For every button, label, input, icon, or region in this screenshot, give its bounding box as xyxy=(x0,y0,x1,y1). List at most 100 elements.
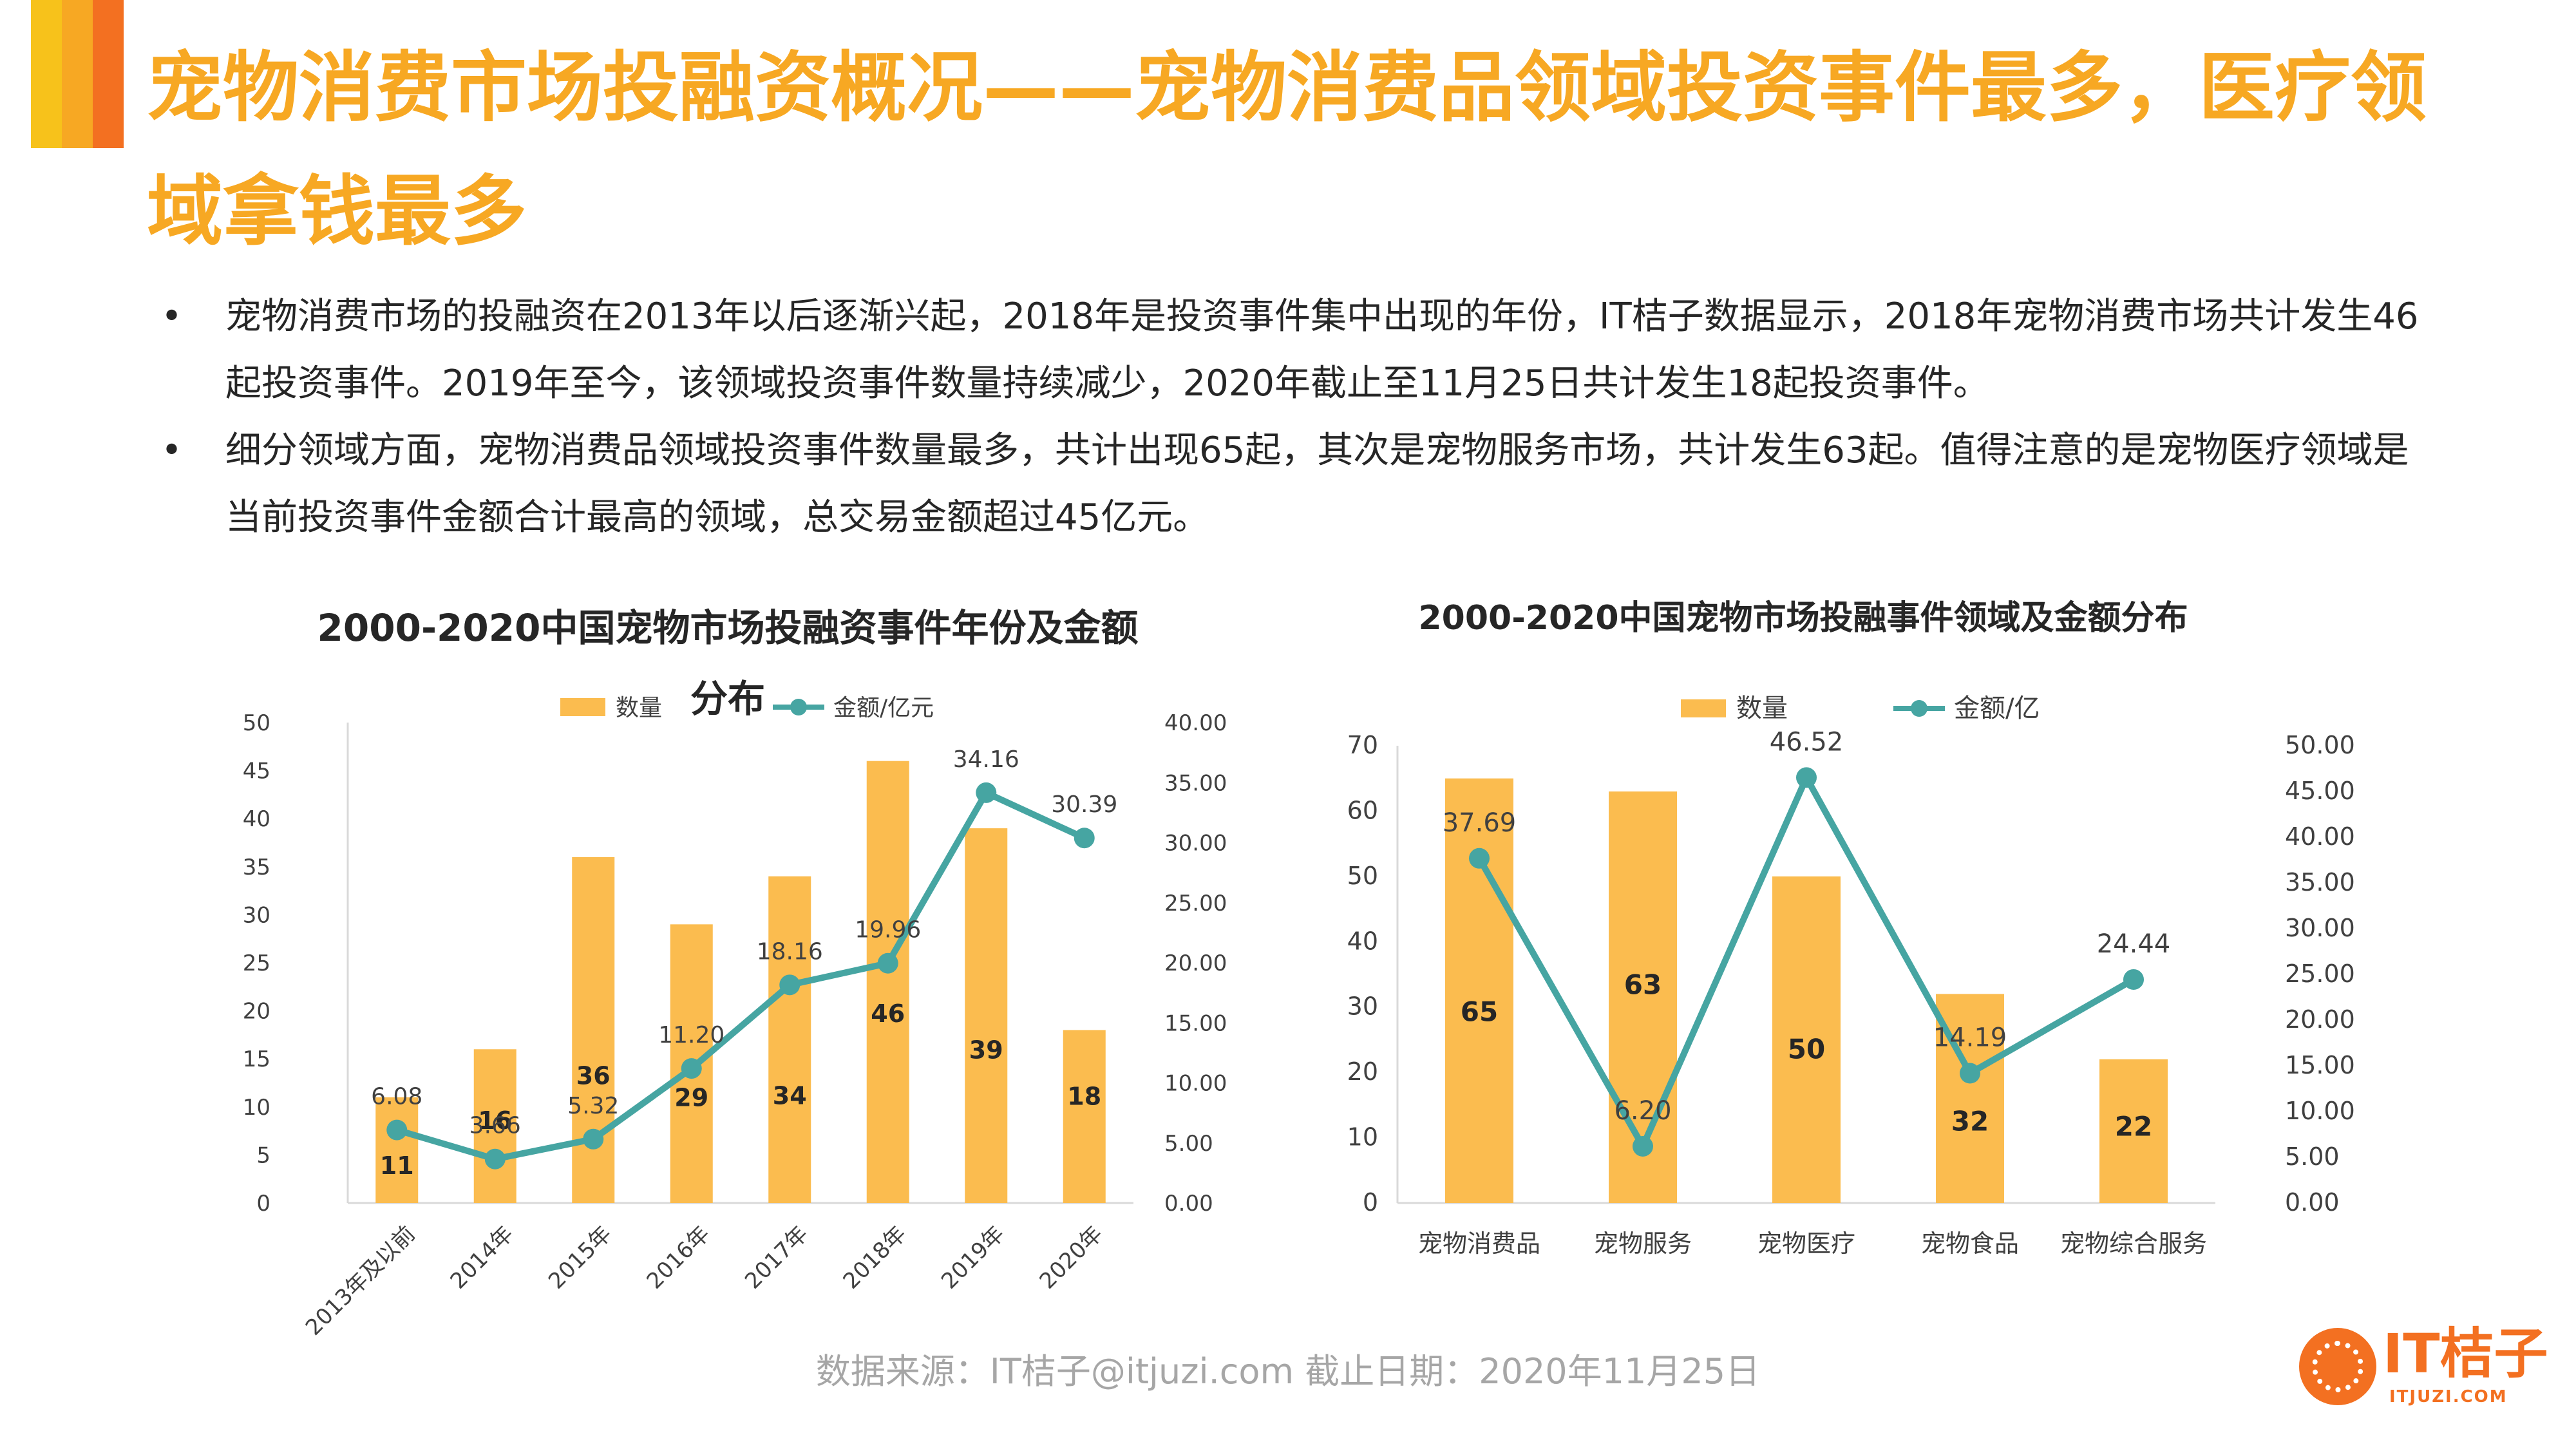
chart-title-year: 2000-2020中国宠物市场投融资事件年份及金额分布 xyxy=(317,606,1139,721)
y-left-tick-label: 15 xyxy=(243,1046,270,1072)
line-value-label: 3.66 xyxy=(469,1113,521,1139)
y-left-tick-label: 45 xyxy=(243,759,270,784)
y-left-tick-label: 20 xyxy=(1347,1057,1378,1086)
legend-label: 金额/亿 xyxy=(1954,694,2040,723)
x-tick-label: 2016年 xyxy=(642,1221,715,1294)
line-value-label: 19.96 xyxy=(855,917,921,943)
bar-value-label: 18 xyxy=(1067,1082,1101,1110)
bar-value-label: 50 xyxy=(1788,1034,1825,1065)
line-point xyxy=(583,1128,604,1150)
legend-label: 数量 xyxy=(616,695,662,721)
bar xyxy=(1772,876,1841,1203)
y-right-tick-label: 5.00 xyxy=(1164,1131,1213,1157)
bar xyxy=(473,1049,516,1203)
data-source-footer: 数据来源：IT桔子@itjuzi.com 截止日期：2020年11月25日 xyxy=(815,1351,1761,1392)
bar xyxy=(866,761,909,1203)
bar xyxy=(768,876,811,1203)
y-left-tick-label: 5 xyxy=(256,1142,270,1168)
y-right-tick-label: 30.00 xyxy=(2285,914,2355,942)
y-left-tick-label: 0 xyxy=(1363,1188,1378,1217)
x-tick-label: 2015年 xyxy=(544,1221,617,1294)
itjuzi-logo: IT桔子 ITJUZI.COM xyxy=(2293,1320,2550,1417)
bar xyxy=(1609,791,1677,1203)
bullet-item: 宠物消费市场的投融资在2013年以后逐渐兴起，2018年是投资事件集中出现的年份… xyxy=(148,283,2441,417)
bar xyxy=(965,828,1008,1203)
line-point xyxy=(779,974,800,996)
y-left-tick-label: 10 xyxy=(1347,1123,1378,1151)
x-tick-label: 宠物消费品 xyxy=(1418,1229,1540,1258)
y-right-tick-label: 0.00 xyxy=(2285,1188,2340,1217)
logo-url: ITJUZI.COM xyxy=(2389,1387,2508,1406)
y-left-tick-label: 35 xyxy=(243,855,270,880)
accent-bar-1 xyxy=(31,0,62,148)
x-tick-label: 宠物综合服务 xyxy=(2060,1229,2207,1258)
y-left-tick-label: 30 xyxy=(1347,992,1378,1021)
bullet-item: 细分领域方面，宠物消费品领域投资事件数量最多，共计出现65起，其次是宠物服务市场… xyxy=(148,417,2441,551)
bar-value-label: 11 xyxy=(380,1151,414,1180)
line-point xyxy=(1074,828,1095,849)
legend-label: 金额/亿元 xyxy=(833,695,934,721)
bar xyxy=(2099,1059,2168,1203)
x-tick-label: 2014年 xyxy=(446,1221,519,1294)
line-value-label: 11.20 xyxy=(658,1022,724,1048)
y-right-tick-label: 35.00 xyxy=(2285,868,2355,896)
bar xyxy=(1445,778,1513,1203)
x-tick-label: 宠物医疗 xyxy=(1757,1229,1855,1258)
accent-bar-2 xyxy=(62,0,93,148)
bar-value-label: 22 xyxy=(2115,1111,2152,1142)
y-right-tick-label: 40.00 xyxy=(1164,710,1227,736)
y-right-tick-label: 20.00 xyxy=(1164,951,1227,976)
line-point xyxy=(1796,767,1817,788)
y-right-tick-label: 15.00 xyxy=(1164,1010,1227,1036)
bar-value-label: 36 xyxy=(576,1061,611,1090)
legend-swatch-bar xyxy=(560,698,605,716)
y-right-tick-label: 0.00 xyxy=(1164,1191,1213,1217)
page-title: 宠物消费市场投融资概况——宠物消费品领域投资事件最多，医疗领域拿钱最多 xyxy=(147,43,2427,256)
y-left-tick-label: 60 xyxy=(1347,796,1378,824)
bar xyxy=(375,1097,419,1203)
line-value-label: 34.16 xyxy=(953,746,1019,773)
bar-value-label: 29 xyxy=(674,1084,708,1112)
bar-value-label: 65 xyxy=(1461,996,1498,1027)
x-tick-label: 2019年 xyxy=(936,1221,1010,1294)
line-point xyxy=(2123,969,2144,990)
line-point xyxy=(1633,1135,1653,1157)
bar-value-label: 16 xyxy=(478,1106,512,1135)
line-point xyxy=(877,952,898,974)
x-tick-label: 宠物服务 xyxy=(1594,1229,1692,1258)
y-right-tick-label: 25.00 xyxy=(2285,960,2355,988)
line-point xyxy=(386,1119,408,1141)
y-right-tick-label: 15.00 xyxy=(2285,1051,2355,1079)
line-point xyxy=(484,1148,506,1170)
bar-value-label: 63 xyxy=(1624,969,1662,1000)
line-value-label: 18.16 xyxy=(757,938,823,965)
y-left-tick-label: 70 xyxy=(1347,731,1378,759)
y-right-tick-label: 10.00 xyxy=(1164,1071,1227,1097)
accent-bar-3 xyxy=(93,0,124,148)
y-left-tick-label: 40 xyxy=(1347,927,1378,955)
line-value-label: 30.39 xyxy=(1051,791,1117,818)
bar xyxy=(1063,1030,1106,1203)
line-point xyxy=(681,1058,702,1079)
bar-value-label: 46 xyxy=(871,999,905,1028)
line-value-label: 46.52 xyxy=(1770,727,1844,757)
chart-title-domain: 2000-2020中国宠物市场投融事件领域及金额分布 xyxy=(1418,599,2188,638)
x-tick-label: 2013年及以前 xyxy=(301,1221,421,1341)
y-left-tick-label: 0 xyxy=(256,1191,270,1217)
y-left-tick-label: 30 xyxy=(243,902,270,928)
line-series xyxy=(395,789,1086,1162)
y-left-tick-label: 20 xyxy=(243,999,270,1025)
y-right-tick-label: 45.00 xyxy=(2285,777,2355,805)
orange-slice-icon xyxy=(2299,1328,2376,1405)
y-right-tick-label: 40.00 xyxy=(2285,822,2355,851)
legend-swatch-marker xyxy=(790,699,807,715)
logo-name: IT桔子 xyxy=(2383,1322,2548,1385)
y-left-tick-label: 50 xyxy=(243,710,270,736)
x-tick-label: 2018年 xyxy=(838,1221,912,1294)
line-value-label: 24.44 xyxy=(2097,929,2171,959)
summary-bullets: 宠物消费市场的投融资在2013年以后逐渐兴起，2018年是投资事件集中出现的年份… xyxy=(148,283,2441,551)
line-value-label: 37.69 xyxy=(1443,808,1517,838)
legend-swatch-marker xyxy=(1911,700,1927,717)
y-left-tick-label: 50 xyxy=(1347,862,1378,890)
